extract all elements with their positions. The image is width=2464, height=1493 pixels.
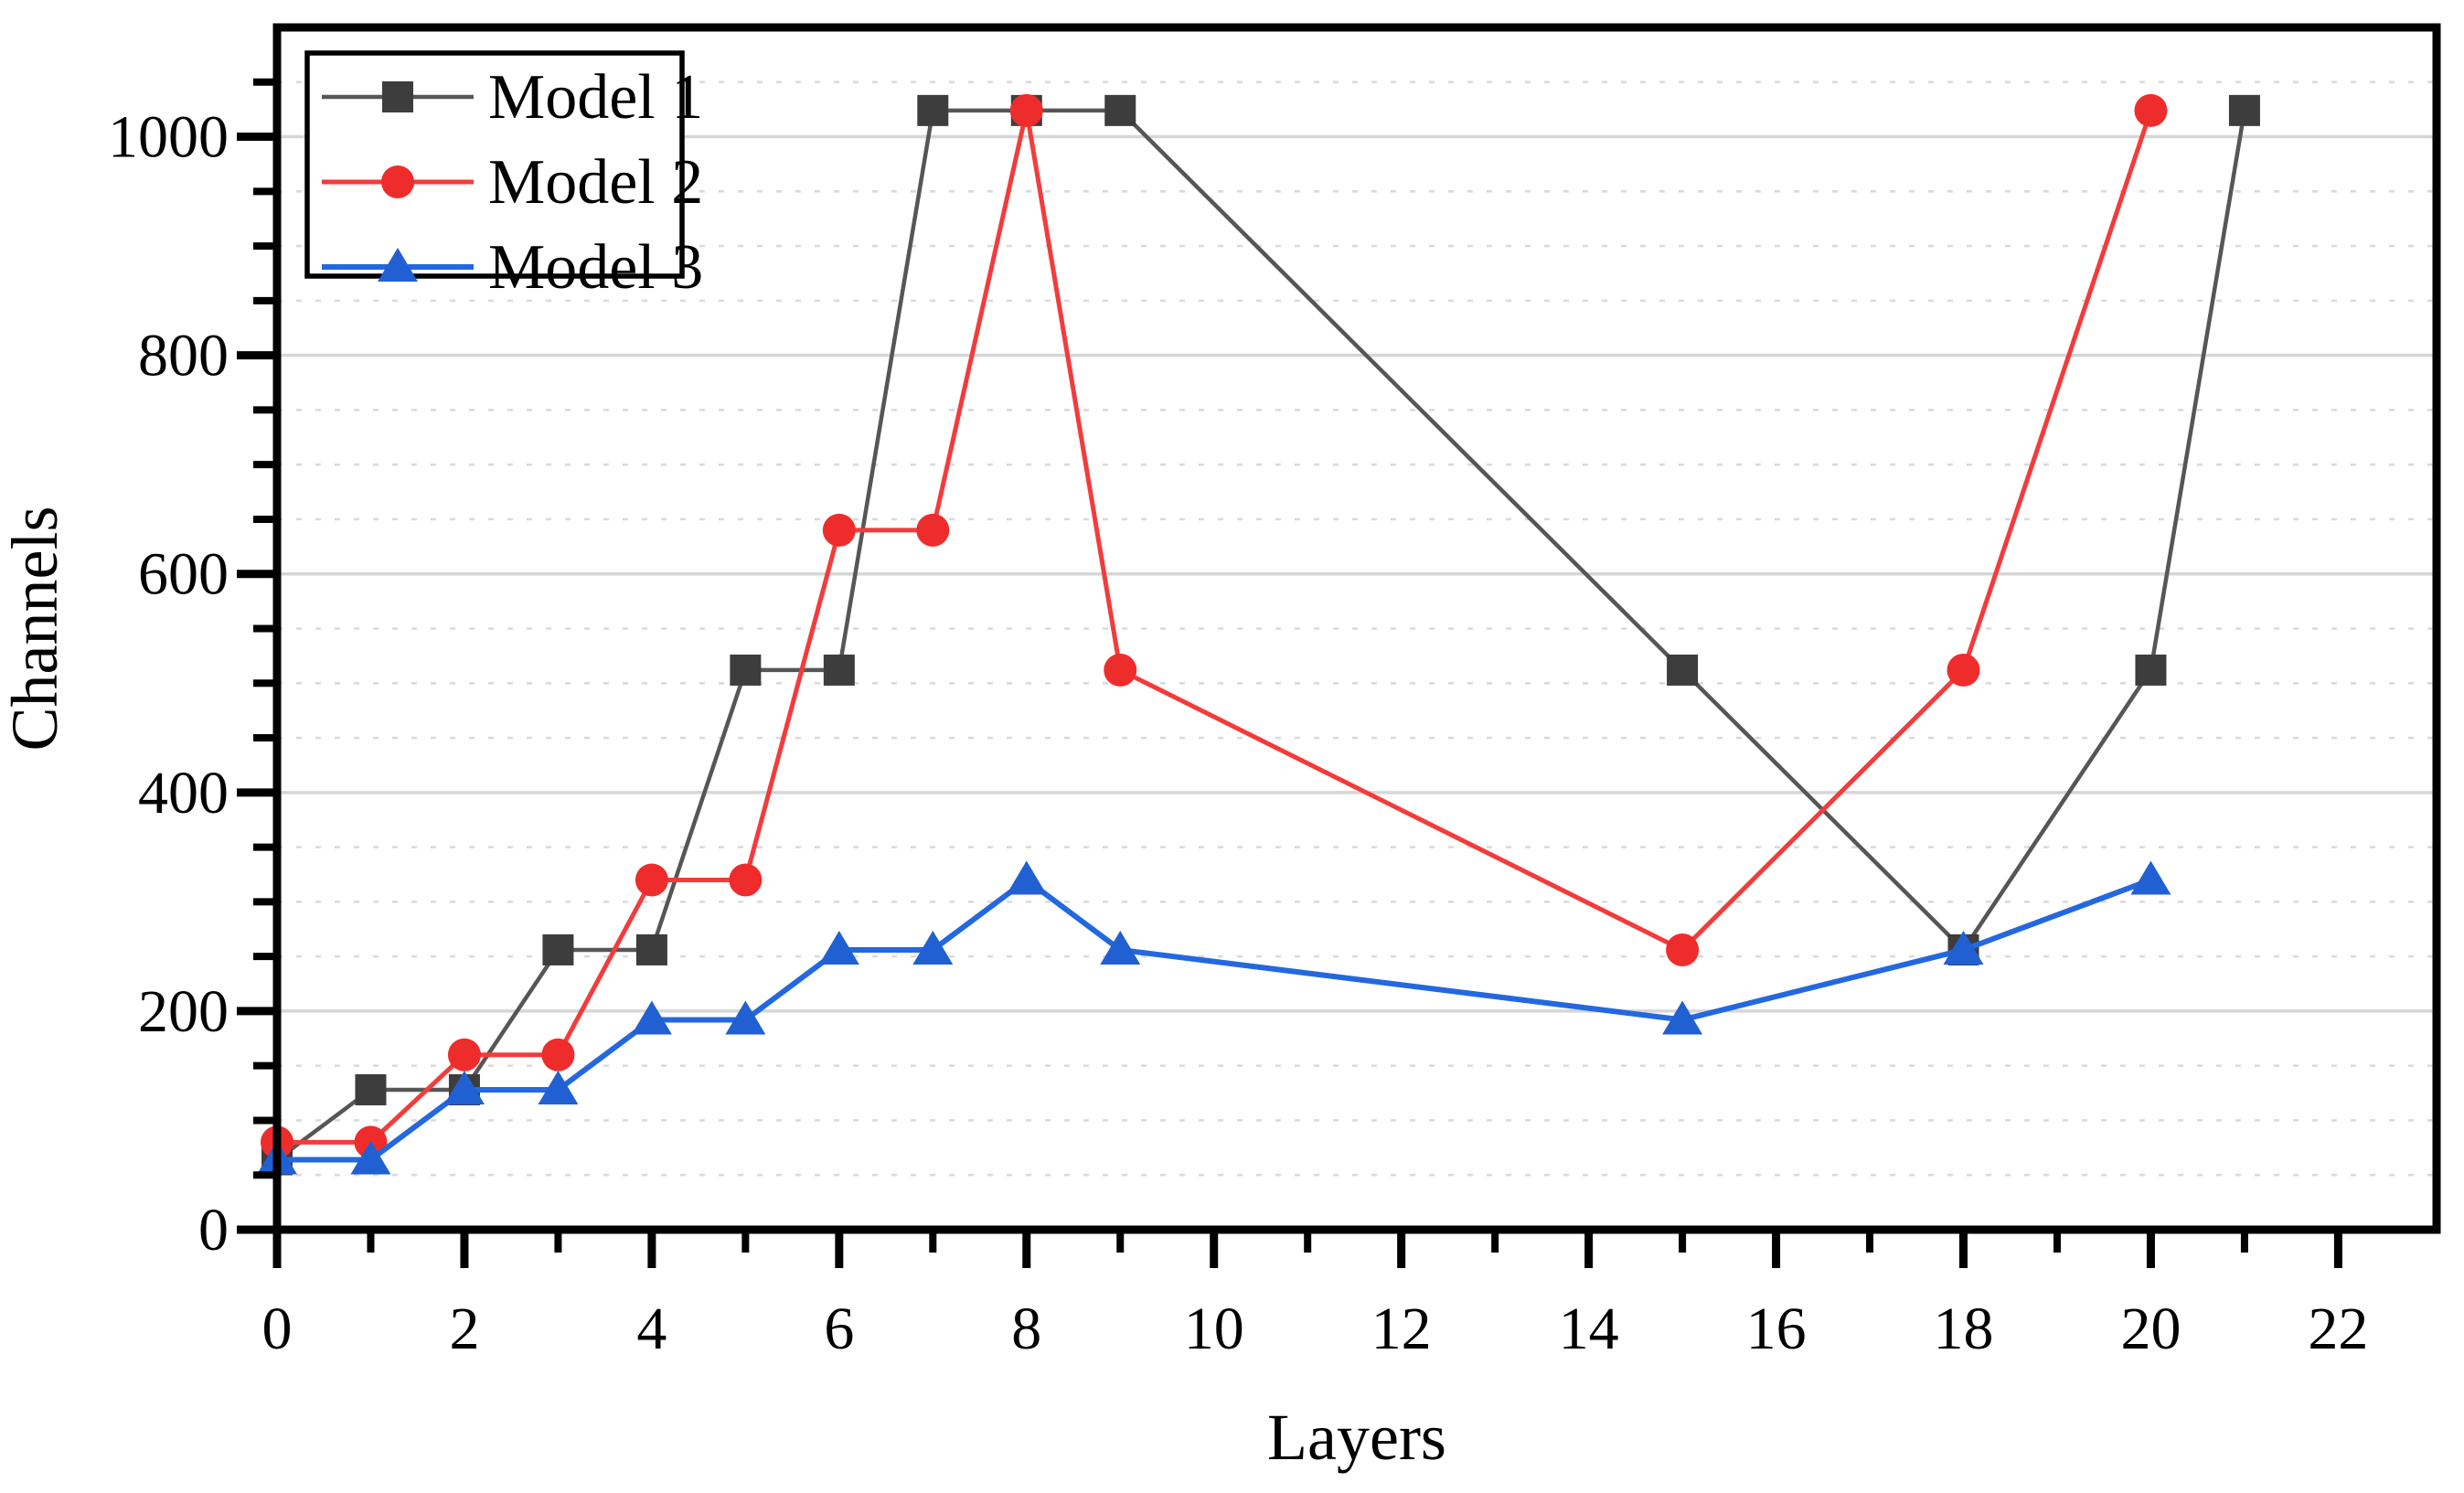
x-tick-label: 12 [1371, 1296, 1432, 1362]
y-axis-label: Channels [0, 507, 71, 752]
circle-marker [541, 1038, 575, 1072]
legend: Model 1 Model 2 Model 3 [304, 50, 703, 303]
legend-label: Model 2 [488, 147, 703, 218]
square-marker [730, 654, 762, 686]
legend-box [304, 50, 685, 279]
x-tick-label: 14 [1559, 1296, 1619, 1362]
x-tick-label: 10 [1184, 1296, 1244, 1362]
circle-marker [2134, 93, 2168, 127]
legend-triangle-marker [378, 248, 418, 282]
square-marker [542, 933, 574, 965]
x-tick-label: 4 [636, 1296, 667, 1362]
x-axis-label: Layers [1267, 1401, 1446, 1474]
triangle-marker [443, 1070, 485, 1104]
triangle-marker [538, 1070, 579, 1104]
circle-marker [635, 863, 668, 897]
x-tick-label: 18 [1934, 1296, 1994, 1362]
x-tick-label: 22 [2308, 1296, 2368, 1362]
triangle-marker [725, 1000, 766, 1035]
square-marker [823, 654, 855, 686]
triangle-marker [350, 1140, 391, 1175]
triangle-marker [912, 930, 954, 965]
x-tick-label: 6 [824, 1296, 854, 1362]
legend-square-marker [382, 81, 413, 112]
circle-marker [1666, 933, 1700, 966]
legend-circle-marker [381, 165, 414, 198]
circle-marker [1104, 653, 1137, 687]
square-marker [2228, 94, 2260, 126]
triangle-marker [1006, 860, 1047, 895]
square-marker [917, 94, 949, 126]
minor-gridlines [277, 80, 2437, 1177]
y-tick-label: 200 [138, 978, 229, 1045]
triangle-marker [1662, 1000, 1703, 1035]
circle-marker [916, 513, 950, 547]
y-tick-label: 400 [138, 760, 229, 826]
circle-marker [1947, 653, 1980, 687]
y-tick-label: 1000 [108, 104, 229, 171]
triangle-marker [1100, 930, 1141, 965]
y-tick-label: 0 [198, 1197, 229, 1264]
square-marker [1104, 94, 1136, 126]
x-tick-label: 0 [262, 1296, 293, 1362]
x-tick-label: 16 [1746, 1296, 1807, 1362]
y-tick-label: 600 [138, 541, 229, 608]
legend-label: Model 3 [488, 232, 703, 303]
series-model-3 [257, 860, 2171, 1175]
circle-marker [1009, 93, 1043, 127]
y-tick-label: 800 [138, 323, 229, 389]
x-tick-label: 8 [1011, 1296, 1041, 1362]
x-tick-label: 2 [449, 1296, 479, 1362]
square-marker [355, 1073, 387, 1105]
triangle-marker [631, 1000, 672, 1035]
major-gridlines [277, 134, 2437, 1013]
triangle-marker [818, 930, 859, 965]
square-marker [2135, 654, 2167, 686]
y-axis: 0 200 400 600 800 1000 [108, 78, 277, 1264]
circle-marker [822, 513, 856, 547]
circle-marker [447, 1038, 481, 1072]
legend-label: Model 1 [488, 62, 703, 133]
triangle-marker [2130, 860, 2171, 895]
circle-marker [729, 863, 763, 897]
square-marker [1667, 654, 1699, 686]
square-marker [635, 933, 667, 965]
x-axis: 0 2 4 6 8 10 12 14 16 18 20 22 [262, 1230, 2368, 1362]
x-tick-label: 20 [2120, 1296, 2181, 1362]
series-line [275, 108, 2247, 1162]
triangle-marker [1943, 930, 1984, 965]
series-line [277, 876, 2152, 1163]
